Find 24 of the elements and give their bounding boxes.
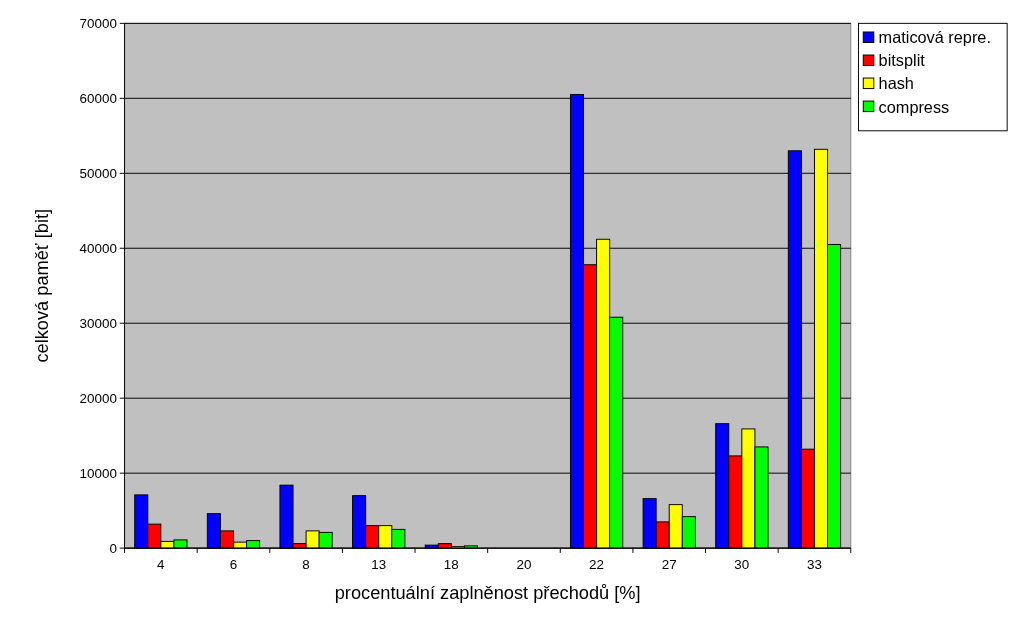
legend-label: hash <box>878 74 914 93</box>
x-tick-label: 4 <box>157 557 166 573</box>
y-tick-label: 0 <box>109 540 117 556</box>
y-tick-label: 70000 <box>79 16 117 32</box>
legend-label: bitsplit <box>878 51 926 70</box>
legend-label: compress <box>878 97 950 116</box>
x-tick-label: 13 <box>371 557 387 573</box>
x-tick-label: 18 <box>443 557 459 573</box>
x-tick-label: 20 <box>516 557 532 573</box>
x-tick-label: 30 <box>734 557 750 573</box>
y-tick-label: 20000 <box>79 390 117 406</box>
y-tick-label: 50000 <box>79 165 117 181</box>
x-tick-label: 22 <box>589 557 605 573</box>
y-axis-title: celková paměť [bit] <box>31 208 52 363</box>
y-tick-label: 10000 <box>79 465 117 481</box>
y-tick-label: 40000 <box>79 240 117 256</box>
x-tick-label: 27 <box>661 557 677 573</box>
x-axis-title: procentuální zaplněnost přechodů [%] <box>334 582 641 603</box>
y-tick-label: 30000 <box>79 315 117 331</box>
x-tick-label: 33 <box>807 557 822 573</box>
x-tick-label: 8 <box>302 557 310 573</box>
y-tick-label: 60000 <box>79 91 117 107</box>
x-tick-label: 6 <box>229 557 238 573</box>
legend-label: maticová repre. <box>878 28 991 47</box>
